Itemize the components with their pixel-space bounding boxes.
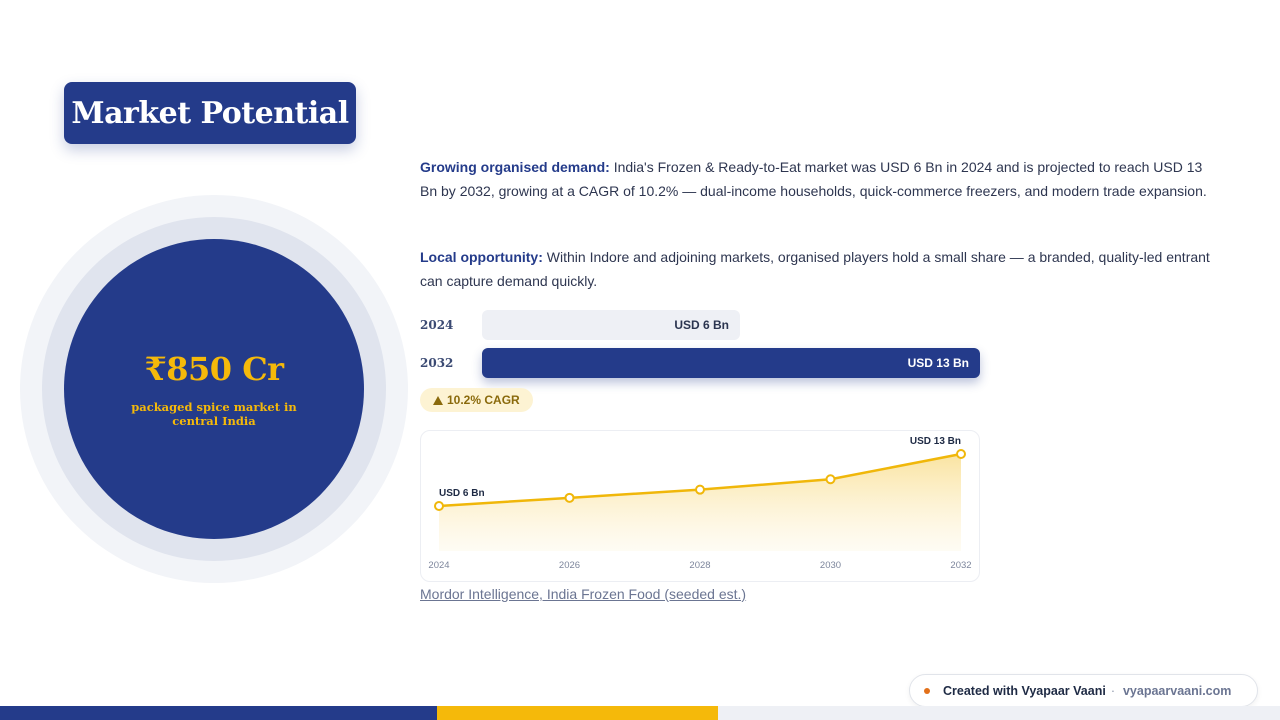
paragraph-demand: Growing organised demand: India's Frozen… bbox=[420, 155, 1210, 203]
chart-point-2028 bbox=[695, 484, 705, 495]
credit-separator: · bbox=[1110, 683, 1115, 698]
stat-value: ₹850 Cr bbox=[144, 350, 284, 388]
bar-2032: USD 13 Bn bbox=[482, 348, 980, 378]
growth-chart-svg: 2024 2026 2028 2030 2032 USD 6 Bn USD 13 Bn bbox=[428, 436, 971, 571]
triangle-up-icon bbox=[433, 395, 443, 405]
bar-2024: USD 6 Bn bbox=[482, 310, 740, 340]
page-title: Market Potential bbox=[71, 95, 349, 131]
growth-chart: 2024 2026 2028 2030 2032 USD 6 Bn USD 13 Bn bbox=[420, 430, 980, 582]
paragraph-demand-text: India's Frozen & Ready-to-Eat market was… bbox=[420, 159, 1207, 199]
credit-dot-icon bbox=[924, 687, 930, 694]
bar-row-2024: 2024 USD 6 Bn bbox=[420, 310, 740, 340]
stat-circle: ₹850 Cr packaged spice market in central… bbox=[64, 239, 364, 539]
footer-band-muted bbox=[718, 706, 1280, 720]
chart-tick-2032: 2032 bbox=[950, 560, 971, 571]
chart-point-2026 bbox=[564, 492, 575, 503]
footer-band-accent bbox=[437, 706, 718, 720]
paragraph-local: Local opportunity: Within Indore and adj… bbox=[420, 245, 1210, 293]
bar-label-2032: USD 13 Bn bbox=[907, 356, 969, 370]
chart-tick-2026: 2026 bbox=[559, 560, 580, 571]
paragraph-local-text: Within Indore and adjoining markets, org… bbox=[420, 249, 1210, 289]
chart-point-2030 bbox=[825, 474, 836, 485]
cagr-badge: 10.2% CAGR bbox=[420, 388, 533, 412]
title-box: Market Potential bbox=[64, 82, 356, 144]
cagr-text: 10.2% CAGR bbox=[447, 393, 520, 407]
credit-badge[interactable]: Created with Vyapaar Vaani · vyapaarvaan… bbox=[909, 674, 1258, 707]
credit-site[interactable]: vyapaarvaani.com bbox=[1122, 683, 1232, 698]
stat-caption: packaged spice market in central India bbox=[131, 400, 297, 428]
chart-annotation-2024: USD 6 Bn bbox=[439, 488, 485, 499]
chart-tick-2028: 2028 bbox=[689, 560, 710, 571]
chart-tick-2024: 2024 bbox=[428, 560, 449, 571]
credit-text: Created with Vyapaar Vaani bbox=[943, 683, 1106, 698]
bar-year-2024: 2024 bbox=[420, 318, 454, 332]
chart-point-2032 bbox=[956, 449, 966, 459]
footer-band-primary bbox=[0, 706, 437, 720]
bar-label-2024: USD 6 Bn bbox=[674, 318, 729, 332]
chart-point-2024 bbox=[434, 501, 444, 511]
chart-annotation-2032: USD 13 Bn bbox=[910, 436, 961, 447]
paragraph-local-label: Local opportunity: bbox=[420, 249, 543, 265]
bar-row-2032: 2032 USD 13 Bn bbox=[420, 348, 980, 378]
chart-tick-2030: 2030 bbox=[820, 560, 841, 571]
chart-area bbox=[439, 454, 961, 551]
source-link[interactable]: Mordor Intelligence, India Frozen Food (… bbox=[420, 586, 747, 602]
paragraph-demand-label: Growing organised demand: bbox=[420, 159, 610, 175]
bar-year-2032: 2032 bbox=[420, 356, 454, 370]
